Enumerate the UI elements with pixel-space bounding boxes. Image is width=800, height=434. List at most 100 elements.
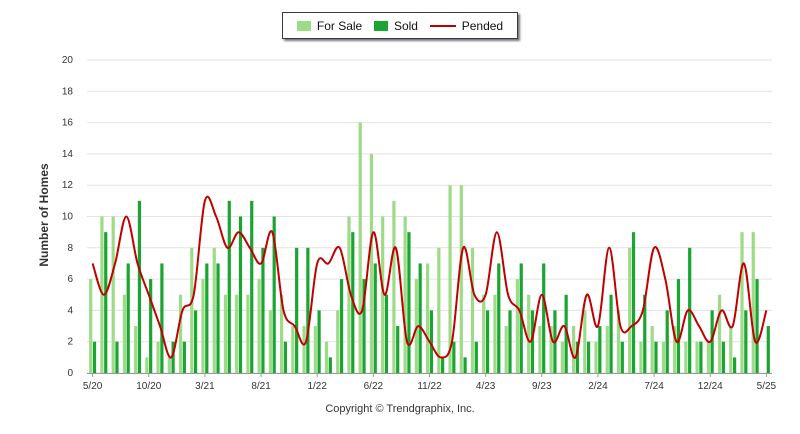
x-axis-ticks: 5/20 10/20 3/21 8/21 1/22 6/22 11/22 4/23 9/23 2/… xyxy=(83,373,777,392)
bar-sold xyxy=(137,200,142,373)
copyright-text: Copyright © Trendgraphix, Inc. xyxy=(325,403,475,415)
bar-sold xyxy=(575,341,579,373)
y-axis-ticks: 0 2 4 6 8 10 12 14 16 18 20 xyxy=(62,55,74,379)
y-tick-label: 20 xyxy=(62,55,74,66)
bar-sold xyxy=(92,341,97,373)
bar-for-sale xyxy=(515,279,520,373)
bar-for-sale xyxy=(729,326,733,373)
bar-for-sale xyxy=(482,294,486,373)
bar-sold xyxy=(485,310,490,373)
bar-sold xyxy=(373,263,377,373)
bar-for-sale xyxy=(257,279,261,373)
bar-for-sale xyxy=(673,326,677,373)
legend-item-sold[interactable]: Sold xyxy=(373,18,418,33)
bar-sold xyxy=(542,263,546,373)
bar-sold xyxy=(317,310,321,373)
bar-for-sale xyxy=(538,326,542,373)
x-tick-label: 1/22 xyxy=(307,381,327,392)
bar-sold xyxy=(160,263,164,373)
bar-sold xyxy=(193,310,198,373)
bar-sold xyxy=(171,341,175,373)
bar-sold xyxy=(452,341,456,373)
bar-for-sale xyxy=(560,341,564,373)
y-tick-label: 0 xyxy=(67,368,73,379)
legend-item-for-sale[interactable]: For Sale xyxy=(296,19,362,33)
bar-for-sale xyxy=(336,310,340,373)
bar-for-sale xyxy=(156,341,160,373)
legend-item-pended[interactable]: Pended xyxy=(429,18,504,33)
bar-for-sale xyxy=(616,310,621,373)
bar-sold xyxy=(631,232,636,373)
bar-sold xyxy=(744,310,748,373)
bar-sold xyxy=(587,341,591,373)
bar-for-sale xyxy=(358,122,362,373)
bar-for-sale xyxy=(369,153,374,373)
bar-sold xyxy=(126,263,130,373)
bar-sold xyxy=(530,310,535,373)
bar-sold xyxy=(182,341,186,373)
bar-for-sale xyxy=(201,279,205,373)
bar-sold xyxy=(362,279,366,373)
bar-sold xyxy=(620,341,624,373)
y-axis-label: Number of Homes xyxy=(37,163,51,267)
bar-sold xyxy=(104,232,108,373)
bar-for-sale xyxy=(100,216,104,373)
bar-sold xyxy=(676,279,681,373)
bar-for-sale xyxy=(178,294,183,373)
x-tick-label: 7/24 xyxy=(644,381,664,392)
bar-sold xyxy=(238,216,243,373)
x-tick-label: 5/20 xyxy=(83,381,103,392)
bar-sold xyxy=(699,341,703,373)
bar-for-sale xyxy=(426,263,430,373)
bar-for-sale xyxy=(89,279,93,373)
y-tick-label: 10 xyxy=(62,212,74,223)
bar-for-sale xyxy=(661,341,666,373)
legend-label-sold: Sold xyxy=(393,18,418,33)
bar-sold xyxy=(295,247,299,373)
bar-for-sale xyxy=(684,341,688,373)
bar-for-sale xyxy=(650,326,654,373)
bar-sold xyxy=(665,310,669,373)
x-tick-label: 2/24 xyxy=(588,381,608,392)
y-tick-label: 12 xyxy=(62,180,74,191)
bar-sold xyxy=(564,294,568,373)
bar-for-sale xyxy=(381,216,385,373)
bar-for-sale xyxy=(347,216,351,373)
bar-for-sale xyxy=(717,294,722,373)
bar-for-sale xyxy=(583,310,587,373)
y-tick-label: 4 xyxy=(67,305,73,316)
bar-for-sale xyxy=(268,310,272,373)
bar-sold xyxy=(474,341,478,373)
bar-sold xyxy=(766,326,770,373)
bar-for-sale xyxy=(594,341,598,373)
pended-line xyxy=(91,195,768,359)
bar-for-sale xyxy=(448,185,452,373)
bar-for-sale xyxy=(190,247,194,373)
bar-sold xyxy=(429,310,433,373)
bar-sold xyxy=(497,263,501,373)
legend-label-pended: Pended xyxy=(461,18,504,33)
bar-sold xyxy=(654,341,658,373)
x-tick-label: 4/23 xyxy=(476,381,496,392)
bar-for-sale xyxy=(111,216,115,373)
bar-for-sale xyxy=(459,185,463,373)
bar-sold xyxy=(283,341,288,373)
bar-for-sale xyxy=(751,232,755,373)
bar-for-sale xyxy=(246,294,250,373)
y-tick-label: 2 xyxy=(67,337,73,348)
bar-for-sale xyxy=(414,279,418,373)
bar-for-sale xyxy=(549,326,553,373)
bar-for-sale xyxy=(628,247,632,373)
bar-sold xyxy=(149,279,153,373)
x-tick-label: 11/22 xyxy=(417,381,442,392)
bar-for-sale xyxy=(167,357,171,373)
bar-sold xyxy=(755,279,759,373)
bar-for-sale xyxy=(392,200,396,373)
bar-for-sale xyxy=(313,326,317,373)
bar-sold xyxy=(339,279,344,373)
bar-for-sale xyxy=(291,326,295,373)
bar-for-sale xyxy=(223,294,228,373)
bar-sold xyxy=(328,357,332,373)
bar-for-sale xyxy=(571,326,576,373)
